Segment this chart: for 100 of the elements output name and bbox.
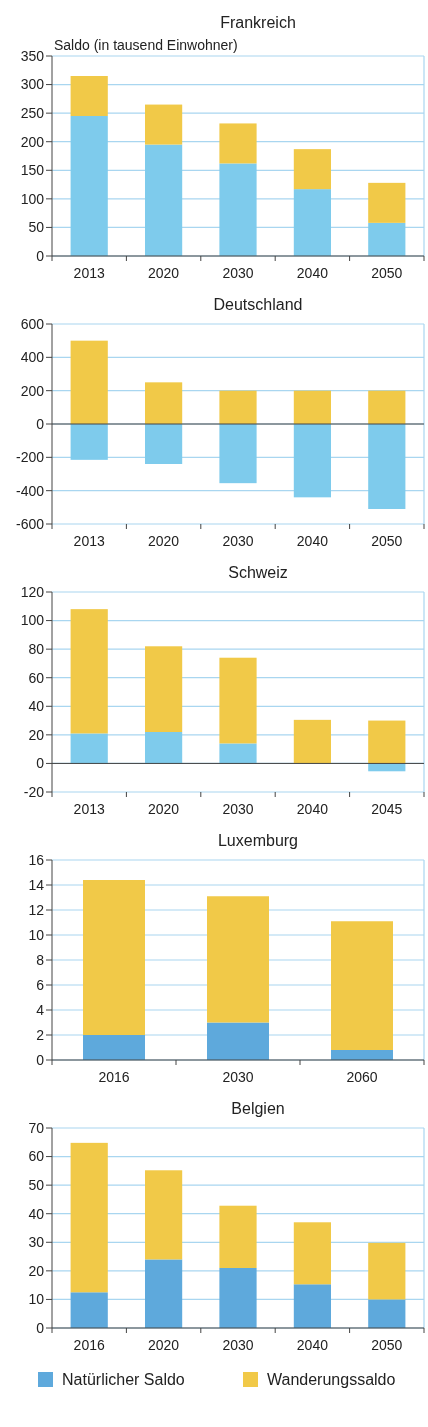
- bar: [207, 896, 269, 1023]
- bar: [368, 222, 406, 256]
- bar: [293, 390, 331, 424]
- chart-title: Schweiz: [228, 564, 288, 581]
- bar: [70, 76, 108, 116]
- bar: [145, 732, 183, 764]
- bar: [219, 390, 257, 424]
- x-tick-label: 2030: [222, 1069, 254, 1085]
- bar: [219, 1268, 257, 1328]
- x-tick-label: 2040: [296, 533, 329, 549]
- bar: [70, 116, 108, 256]
- bar: [293, 149, 331, 190]
- x-tick-label: 2050: [371, 533, 403, 549]
- y-tick-label: 300: [20, 76, 45, 93]
- bar: [145, 1170, 183, 1260]
- bar: [331, 921, 393, 1050]
- bar: [83, 880, 145, 1035]
- y-tick-label: -600: [15, 515, 45, 532]
- x-tick-label: 2013: [73, 265, 105, 281]
- bar: [293, 189, 331, 256]
- y-tick-label: -200: [15, 449, 45, 466]
- bar: [219, 123, 257, 164]
- y-tick-label: 14: [28, 876, 45, 893]
- x-tick-label: 2050: [371, 265, 403, 281]
- y-tick-label: 0: [36, 1319, 45, 1336]
- y-tick-label: -20: [23, 783, 45, 800]
- x-tick-label: 2040: [296, 801, 329, 817]
- y-tick-label: 8: [36, 951, 45, 968]
- bar: [219, 424, 257, 484]
- x-tick-label: 2040: [296, 1337, 329, 1353]
- bar: [83, 1035, 145, 1060]
- bar: [145, 382, 183, 424]
- bar: [70, 609, 108, 734]
- y-tick-label: 12: [28, 901, 45, 918]
- x-tick-label: 2030: [222, 801, 254, 817]
- x-tick-label: 2030: [222, 1337, 254, 1353]
- y-tick-label: 100: [20, 190, 45, 207]
- y-tick-label: 16: [28, 851, 45, 868]
- y-tick-label: 200: [20, 133, 45, 150]
- bar: [70, 1292, 108, 1328]
- x-tick-label: 2050: [371, 1337, 403, 1353]
- bar: [293, 1222, 331, 1285]
- legend-label: Wanderungssaldo: [267, 1371, 396, 1388]
- x-tick-label: 2020: [148, 265, 180, 281]
- y-tick-label: 20: [28, 726, 45, 743]
- y-tick-label: 120: [20, 583, 45, 600]
- y-tick-label: 40: [28, 1205, 45, 1222]
- bar: [70, 424, 108, 460]
- x-tick-label: 2013: [73, 801, 105, 817]
- y-tick-label: 70: [28, 1119, 45, 1136]
- y-tick-label: 40: [28, 698, 45, 715]
- bar: [368, 1299, 406, 1328]
- bar: [331, 1050, 393, 1060]
- x-tick-label: 2030: [222, 533, 254, 549]
- bar: [368, 390, 406, 424]
- y-tick-label: 50: [28, 1177, 45, 1194]
- x-tick-label: 2020: [148, 801, 180, 817]
- x-tick-label: 2013: [73, 533, 105, 549]
- chart-title: Belgien: [231, 1100, 285, 1117]
- bar: [293, 424, 331, 498]
- y-tick-label: -400: [15, 482, 45, 499]
- y-tick-label: 2: [36, 1026, 45, 1043]
- y-tick-label: 20: [28, 1262, 45, 1279]
- y-tick-label: 100: [20, 612, 45, 629]
- y-tick-label: 0: [36, 755, 45, 772]
- y-tick-label: 50: [28, 219, 45, 236]
- bar: [219, 163, 257, 256]
- bar: [219, 657, 257, 744]
- bar: [145, 646, 183, 732]
- bar: [219, 743, 257, 764]
- bar: [145, 104, 183, 145]
- y-tick-label: 0: [36, 1051, 45, 1068]
- bar: [70, 1142, 108, 1293]
- bar: [368, 424, 406, 509]
- y-tick-label: 10: [28, 1291, 45, 1308]
- bar: [145, 1259, 183, 1328]
- y-tick-label: 6: [36, 976, 45, 993]
- y-tick-label: 600: [20, 315, 45, 332]
- bar: [368, 720, 406, 764]
- bar: [145, 144, 183, 256]
- y-tick-label: 80: [28, 641, 45, 658]
- y-tick-label: 400: [20, 349, 45, 366]
- bar: [219, 1205, 257, 1268]
- x-tick-label: 2020: [148, 1337, 180, 1353]
- x-tick-label: 2045: [371, 801, 403, 817]
- chart-title: Frankreich: [220, 14, 296, 31]
- bar: [70, 733, 108, 764]
- y-axis-title: Saldo (in tausend Einwohner): [54, 37, 238, 53]
- y-tick-label: 150: [20, 162, 45, 179]
- y-tick-label: 200: [20, 382, 45, 399]
- chart-title: Luxemburg: [217, 832, 299, 849]
- y-tick-label: 30: [28, 1234, 45, 1251]
- y-tick-label: 4: [36, 1001, 45, 1018]
- chart-title: Deutschland: [213, 296, 303, 313]
- x-tick-label: 2030: [222, 265, 254, 281]
- y-tick-label: 350: [20, 47, 45, 64]
- x-tick-label: 2016: [98, 1069, 130, 1085]
- legend-label: Natürlicher Saldo: [62, 1371, 185, 1388]
- y-tick-label: 10: [28, 926, 45, 943]
- bar: [368, 1242, 406, 1300]
